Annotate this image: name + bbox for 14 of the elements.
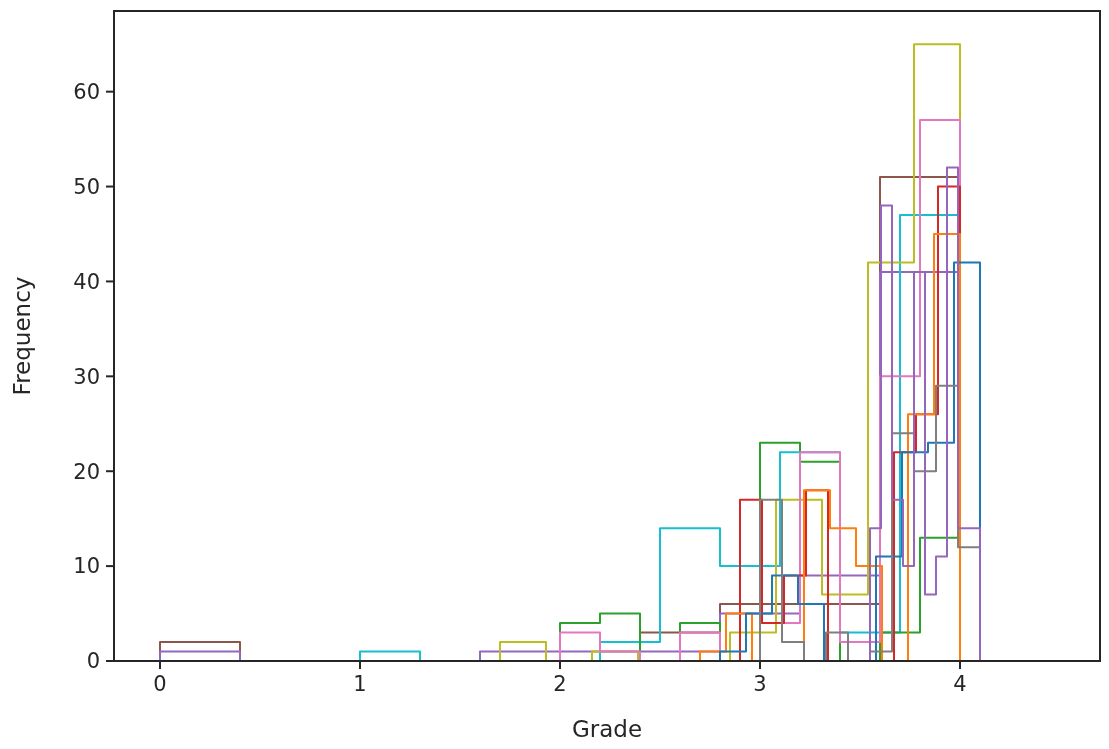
x-tick-label: 1 — [353, 672, 367, 696]
y-tick-label: 60 — [73, 80, 100, 105]
x-tick-label: 0 — [153, 672, 167, 696]
y-tick-label: 50 — [73, 174, 100, 199]
x-axis-title: Grade — [571, 716, 643, 742]
x-tick-label: 2 — [553, 672, 567, 696]
y-axis-title: Frequency — [9, 276, 35, 396]
y-tick-label: 40 — [73, 269, 100, 294]
y-tick-label: 20 — [73, 459, 100, 484]
y-tick-label: 30 — [73, 364, 100, 389]
y-tick-label: 10 — [73, 554, 100, 579]
y-tick-label: 0 — [86, 649, 100, 674]
x-tick-label: 4 — [953, 672, 967, 696]
x-tick-label: 3 — [753, 672, 767, 696]
